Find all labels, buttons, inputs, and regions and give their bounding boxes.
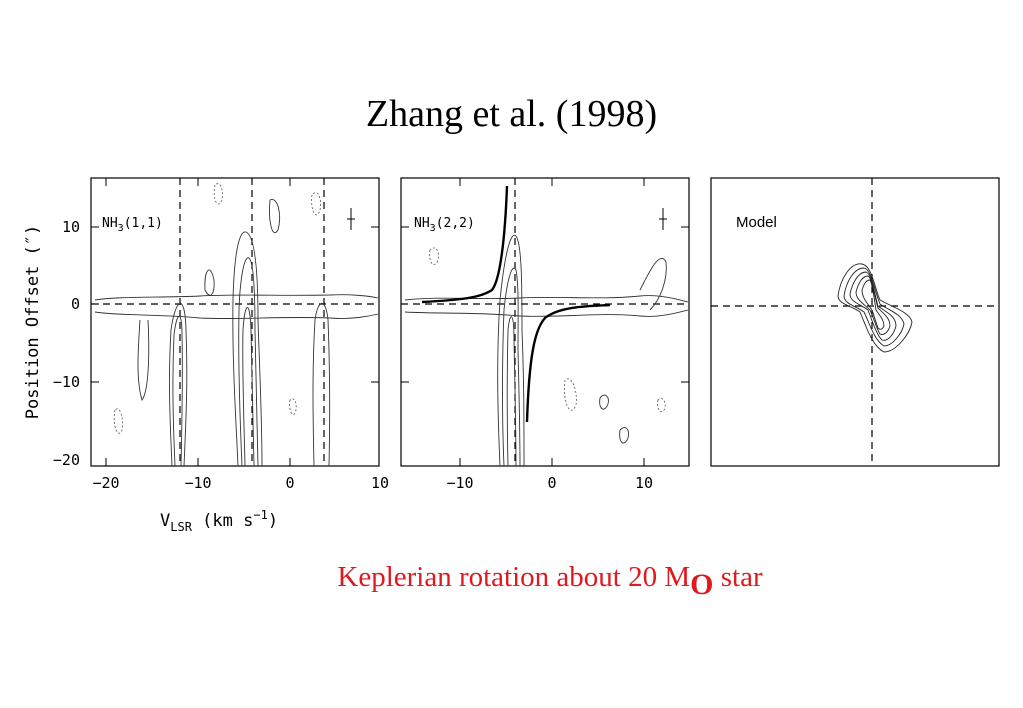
ticks-panel2	[401, 178, 689, 466]
x-tick-label: 10	[635, 474, 653, 492]
slide-title: Zhang et al. (1998)	[365, 93, 658, 135]
caption-subscript: O	[690, 568, 714, 601]
ticks-panel1	[91, 178, 379, 466]
dotted-contours-nh3-22	[429, 247, 666, 413]
y-tick-label: 10	[62, 218, 80, 236]
panel2-label: NH3(2,2)	[414, 216, 475, 234]
caption-main: Keplerian rotation about 20 M	[337, 561, 691, 593]
x-tick-label: 0	[547, 474, 556, 492]
panel3-label: Model	[736, 214, 777, 231]
x-tick-label: −10	[446, 474, 473, 492]
x-tick-label: 0	[285, 474, 294, 492]
x-tick-label: 10	[371, 474, 389, 492]
keplerian-curve-upper	[421, 185, 509, 304]
contours-model	[837, 263, 913, 353]
panel-nh3-22: NH3(2,2) −10 0 10	[400, 177, 690, 492]
x-tick-label: −20	[92, 474, 119, 492]
contours-nh3-11	[94, 199, 379, 467]
x-tick-label: −10	[184, 474, 211, 492]
contours-nh3-22	[404, 234, 689, 467]
caption-tail: star	[713, 561, 763, 593]
y-axis-label: Position Offset (″)	[23, 225, 43, 419]
slide-caption: Keplerian rotation about 20 MO star	[0, 560, 1023, 601]
keplerian-curve-lower	[525, 303, 611, 423]
dotted-contours-nh3-11	[113, 183, 321, 434]
x-axis-label: VLSR (km s−1)	[160, 508, 278, 534]
panel-model: Model	[710, 177, 1000, 467]
y-tick-label: −20	[53, 451, 80, 469]
y-tick-label: −10	[53, 373, 80, 391]
y-tick-label: 0	[71, 295, 80, 313]
panel-nh3-11: NH3(1,1) −20 −10 0 10 10 0 −10 −20	[53, 177, 389, 492]
panel1-label: NH3(1,1)	[102, 216, 163, 234]
